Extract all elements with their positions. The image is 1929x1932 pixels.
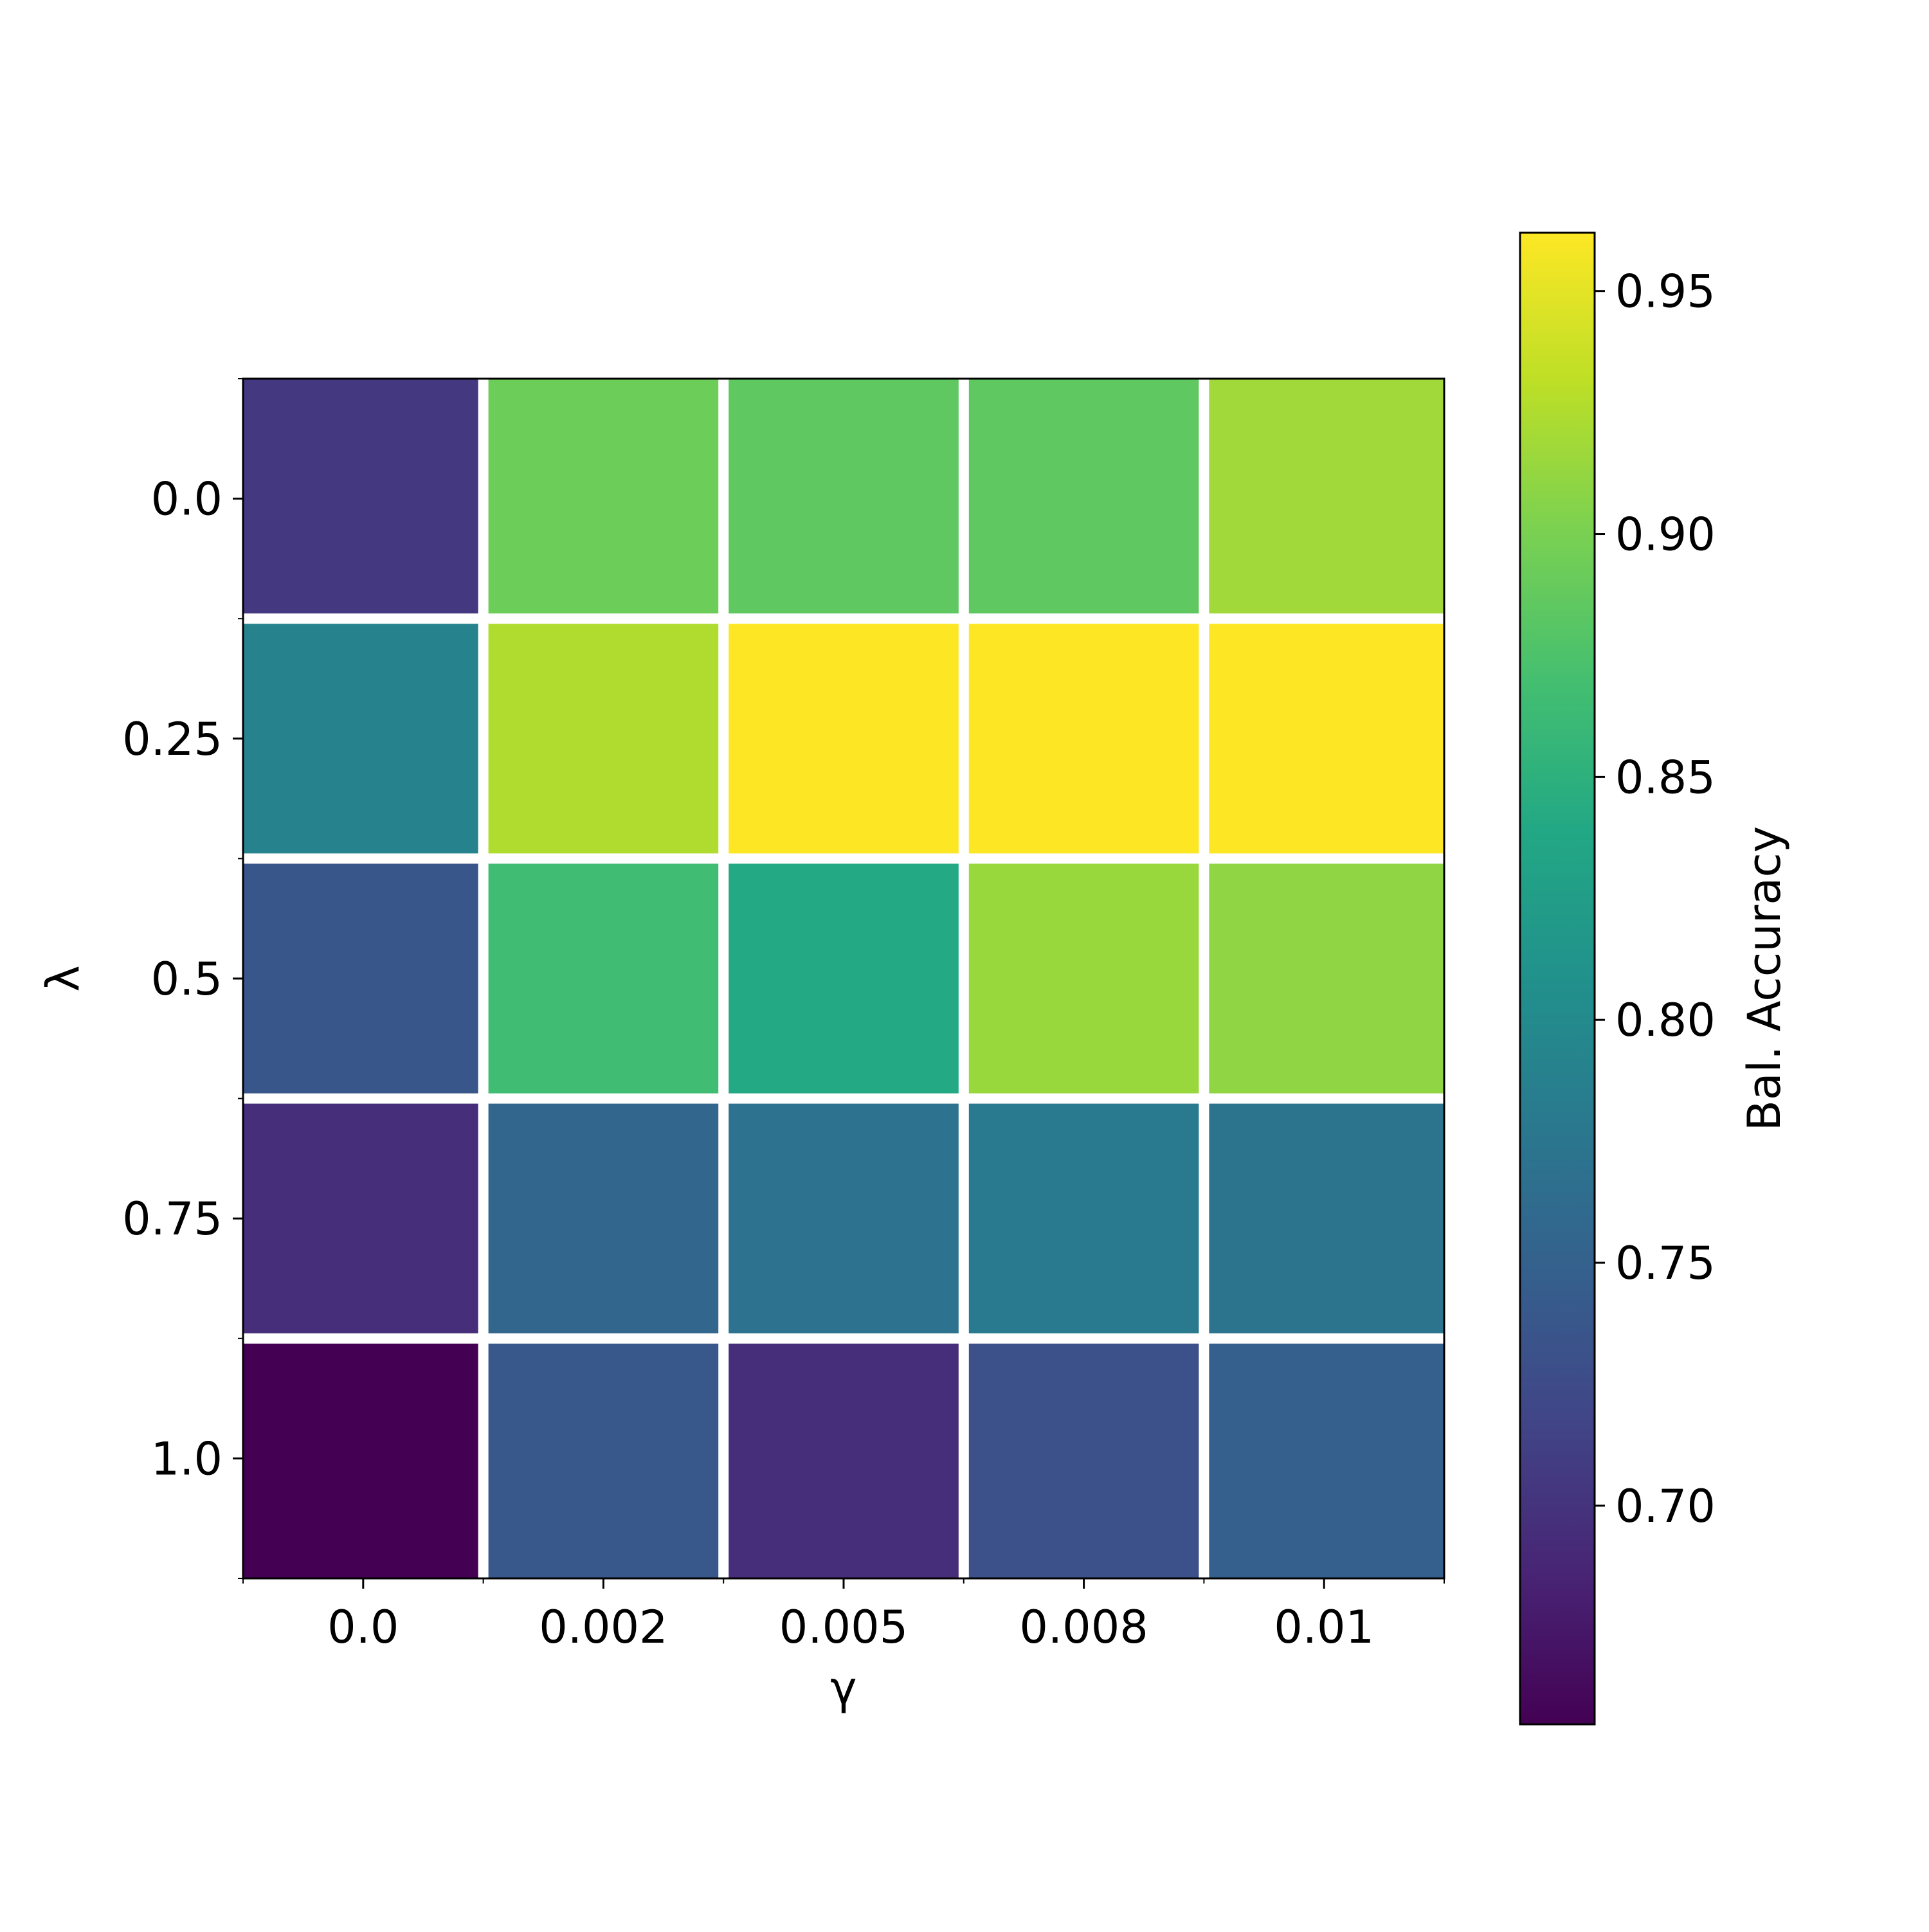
y-axis-label: λ	[37, 965, 89, 991]
heatmap-cell	[729, 1343, 959, 1578]
heatmap-cell	[243, 1343, 478, 1578]
heatmap-cell	[729, 1103, 959, 1333]
heatmap-cell	[1209, 1103, 1444, 1333]
heatmap-cell	[1209, 863, 1444, 1094]
heatmap-cell	[243, 1103, 478, 1333]
heatmap-cell	[968, 1103, 1199, 1333]
heatmap-cell	[729, 624, 959, 854]
x-tick-label: 0.0	[327, 1601, 399, 1654]
colorbar-tick-label: 0.95	[1615, 266, 1716, 318]
colorbar-label: Bal. Accuracy	[1738, 826, 1791, 1131]
colorbar-tick-label: 0.70	[1615, 1480, 1716, 1533]
heatmap-cell	[968, 379, 1199, 614]
colorbar-ticks: 0.70 0.75 0.80 0.85 0.90 0.95	[1595, 266, 1716, 1533]
heatmap-cell	[243, 863, 478, 1094]
colorbar-tick-label: 0.75	[1615, 1237, 1716, 1290]
heatmap-cell	[488, 1343, 719, 1578]
heatmap-cell	[488, 1103, 719, 1333]
heatmap-cell	[1209, 379, 1444, 614]
x-axis-ticks: 0.0 0.002 0.005 0.008 0.01	[242, 1578, 1445, 1654]
heatmap-cell	[243, 624, 478, 854]
heatmap-cell	[488, 379, 719, 614]
y-tick-label: 0.25	[122, 713, 222, 766]
heatmap-cell	[1209, 624, 1444, 854]
x-tick-label: 0.005	[779, 1601, 908, 1654]
y-tick-label: 1.0	[151, 1432, 222, 1485]
colorbar	[1519, 231, 1596, 1726]
heatmap-cell	[968, 863, 1199, 1094]
heatmap-cell	[968, 1343, 1199, 1578]
y-tick-label: 0.75	[122, 1193, 222, 1245]
heatmap-cell	[729, 379, 959, 614]
y-tick-label: 0.5	[151, 953, 222, 1006]
heatmap-cell	[968, 624, 1199, 854]
heatmap-cell	[1209, 1343, 1444, 1578]
heatmap-cell	[488, 863, 719, 1094]
colorbar-tick-label: 0.85	[1615, 751, 1716, 804]
x-tick-label: 0.002	[539, 1601, 667, 1654]
y-axis-ticks: 0.0 0.25 0.5 0.75 1.0	[122, 378, 243, 1579]
heatmap-cells	[243, 379, 1444, 1578]
heatmap-cell	[729, 863, 959, 1094]
y-tick-label: 0.0	[151, 473, 222, 526]
colorbar-tick-label: 0.90	[1615, 509, 1716, 561]
x-axis-label: γ	[830, 1662, 856, 1715]
x-tick-label: 0.008	[1019, 1601, 1148, 1654]
x-tick-label: 0.01	[1274, 1601, 1374, 1654]
heatmap-cell	[243, 379, 478, 614]
colorbar-tick-label: 0.80	[1615, 994, 1716, 1047]
heatmap-cell	[488, 624, 719, 854]
